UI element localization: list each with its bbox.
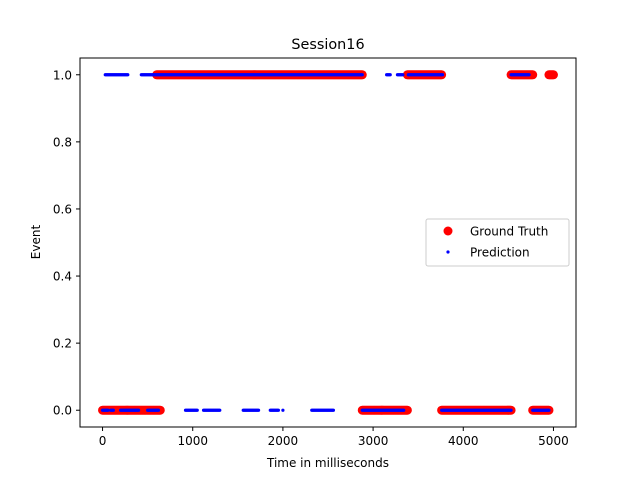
x-tick-label: 4000 [448, 434, 479, 448]
ground-truth-point [548, 70, 558, 80]
legend-marker-prediction [446, 250, 450, 254]
legend-label-prediction: Prediction [470, 246, 530, 260]
legend: Ground Truth Prediction [425, 218, 570, 267]
y-tick-label: 1.0 [53, 68, 72, 82]
x-tick-label: 0 [99, 434, 107, 448]
prediction-point [126, 73, 130, 77]
legend-box [425, 218, 570, 267]
x-tick-label: 3000 [358, 434, 389, 448]
x-tick-label: 2000 [268, 434, 299, 448]
ground-truth-point [528, 70, 538, 80]
x-axis-label: Time in milliseconds [266, 456, 389, 470]
x-axis-ticks: 0 1000 2000 3000 4000 5000 [99, 427, 569, 448]
x-tick-label: 1000 [177, 434, 208, 448]
prediction-point [331, 408, 336, 412]
x-tick-label: 5000 [538, 434, 569, 448]
plot-frame [79, 57, 577, 428]
y-tick-label: 0.6 [53, 202, 72, 216]
legend-marker-ground-truth [443, 226, 453, 236]
chart-title: Session16 [291, 37, 364, 53]
prediction-point [388, 73, 392, 77]
y-axis-label: Event [29, 225, 43, 260]
ground-truth-point [155, 405, 165, 415]
prediction-point [111, 408, 115, 412]
prediction-point [527, 73, 531, 77]
prediction-point [440, 73, 445, 77]
prediction-point [281, 408, 285, 412]
prediction-point [256, 408, 261, 412]
y-tick-label: 0.8 [53, 135, 72, 149]
data-points [98, 70, 558, 415]
prediction-point [137, 408, 141, 412]
prediction-point [156, 408, 161, 412]
y-tick-label: 0.2 [53, 337, 72, 351]
ground-truth-point [402, 405, 412, 415]
legend-label-ground-truth: Ground Truth [470, 225, 548, 239]
prediction-point [218, 408, 222, 412]
prediction-point [401, 73, 405, 77]
y-axis-ticks: 0.0 0.2 0.4 0.6 0.8 1.0 [53, 68, 80, 418]
y-tick-label: 0.4 [53, 270, 72, 284]
prediction-point [195, 408, 199, 412]
prediction-point [402, 408, 406, 412]
prediction-point [547, 408, 551, 412]
prediction-point [509, 408, 513, 412]
prediction-point [360, 73, 364, 77]
prediction-point [106, 408, 110, 412]
y-tick-label: 0.0 [53, 404, 72, 418]
prediction-point [276, 408, 280, 412]
